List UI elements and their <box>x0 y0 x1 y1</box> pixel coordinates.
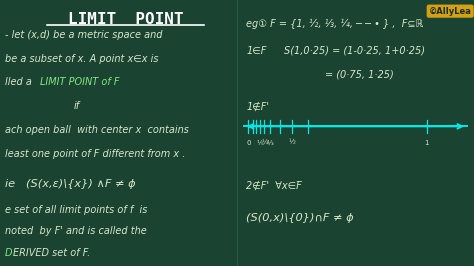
Text: 1: 1 <box>424 140 429 146</box>
Text: noted  by F' and is called the: noted by F' and is called the <box>5 226 146 236</box>
Text: 0: 0 <box>246 140 251 146</box>
Text: ⅓: ⅓ <box>267 140 273 146</box>
Text: 2∉F'  ∀x∈F̅: 2∉F' ∀x∈F̅ <box>246 181 302 191</box>
Text: 1∉F': 1∉F' <box>246 101 270 111</box>
Text: ½: ½ <box>288 140 295 146</box>
Text: ERIVED set of F.: ERIVED set of F. <box>13 248 91 258</box>
Text: D: D <box>5 248 12 258</box>
Text: ⅕: ⅕ <box>257 140 264 146</box>
Text: ach open ball  with center x  contains: ach open ball with center x contains <box>5 125 189 135</box>
Text: e set of all limit points of f  is: e set of all limit points of f is <box>5 205 147 215</box>
Text: - let (x,d) be a metric space and: - let (x,d) be a metric space and <box>5 30 162 40</box>
Text: LIMIT  POINT: LIMIT POINT <box>68 12 183 27</box>
Text: = (0·75, 1·25): = (0·75, 1·25) <box>325 69 393 80</box>
Text: lled a: lled a <box>5 77 35 88</box>
Text: ©AllyLea: ©AllyLea <box>429 7 472 16</box>
Text: 1∈F: 1∈F <box>246 45 267 56</box>
Text: ¼: ¼ <box>261 140 268 146</box>
Text: if: if <box>73 101 80 111</box>
Text: eg① F = {1, ½, ⅓, ¼, ─ ─ • } ,  F⊆ℝ: eg① F = {1, ½, ⅓, ¼, ─ ─ • } , F⊆ℝ <box>246 19 424 29</box>
Text: ie   (S(x,ε)\{x}) ∧F ≠ ϕ: ie (S(x,ε)\{x}) ∧F ≠ ϕ <box>5 178 136 189</box>
Text: S(1,0·25) = (1-0·25, 1+0·25): S(1,0·25) = (1-0·25, 1+0·25) <box>284 45 425 56</box>
Text: LIMIT POINT of F: LIMIT POINT of F <box>40 77 120 88</box>
Text: least one point of F different from x .: least one point of F different from x . <box>5 149 185 159</box>
Text: (S(0,x)\{0})∩F ≠ ϕ: (S(0,x)\{0})∩F ≠ ϕ <box>246 213 354 223</box>
Text: be a subset of x. A point x∈x is: be a subset of x. A point x∈x is <box>5 53 158 64</box>
